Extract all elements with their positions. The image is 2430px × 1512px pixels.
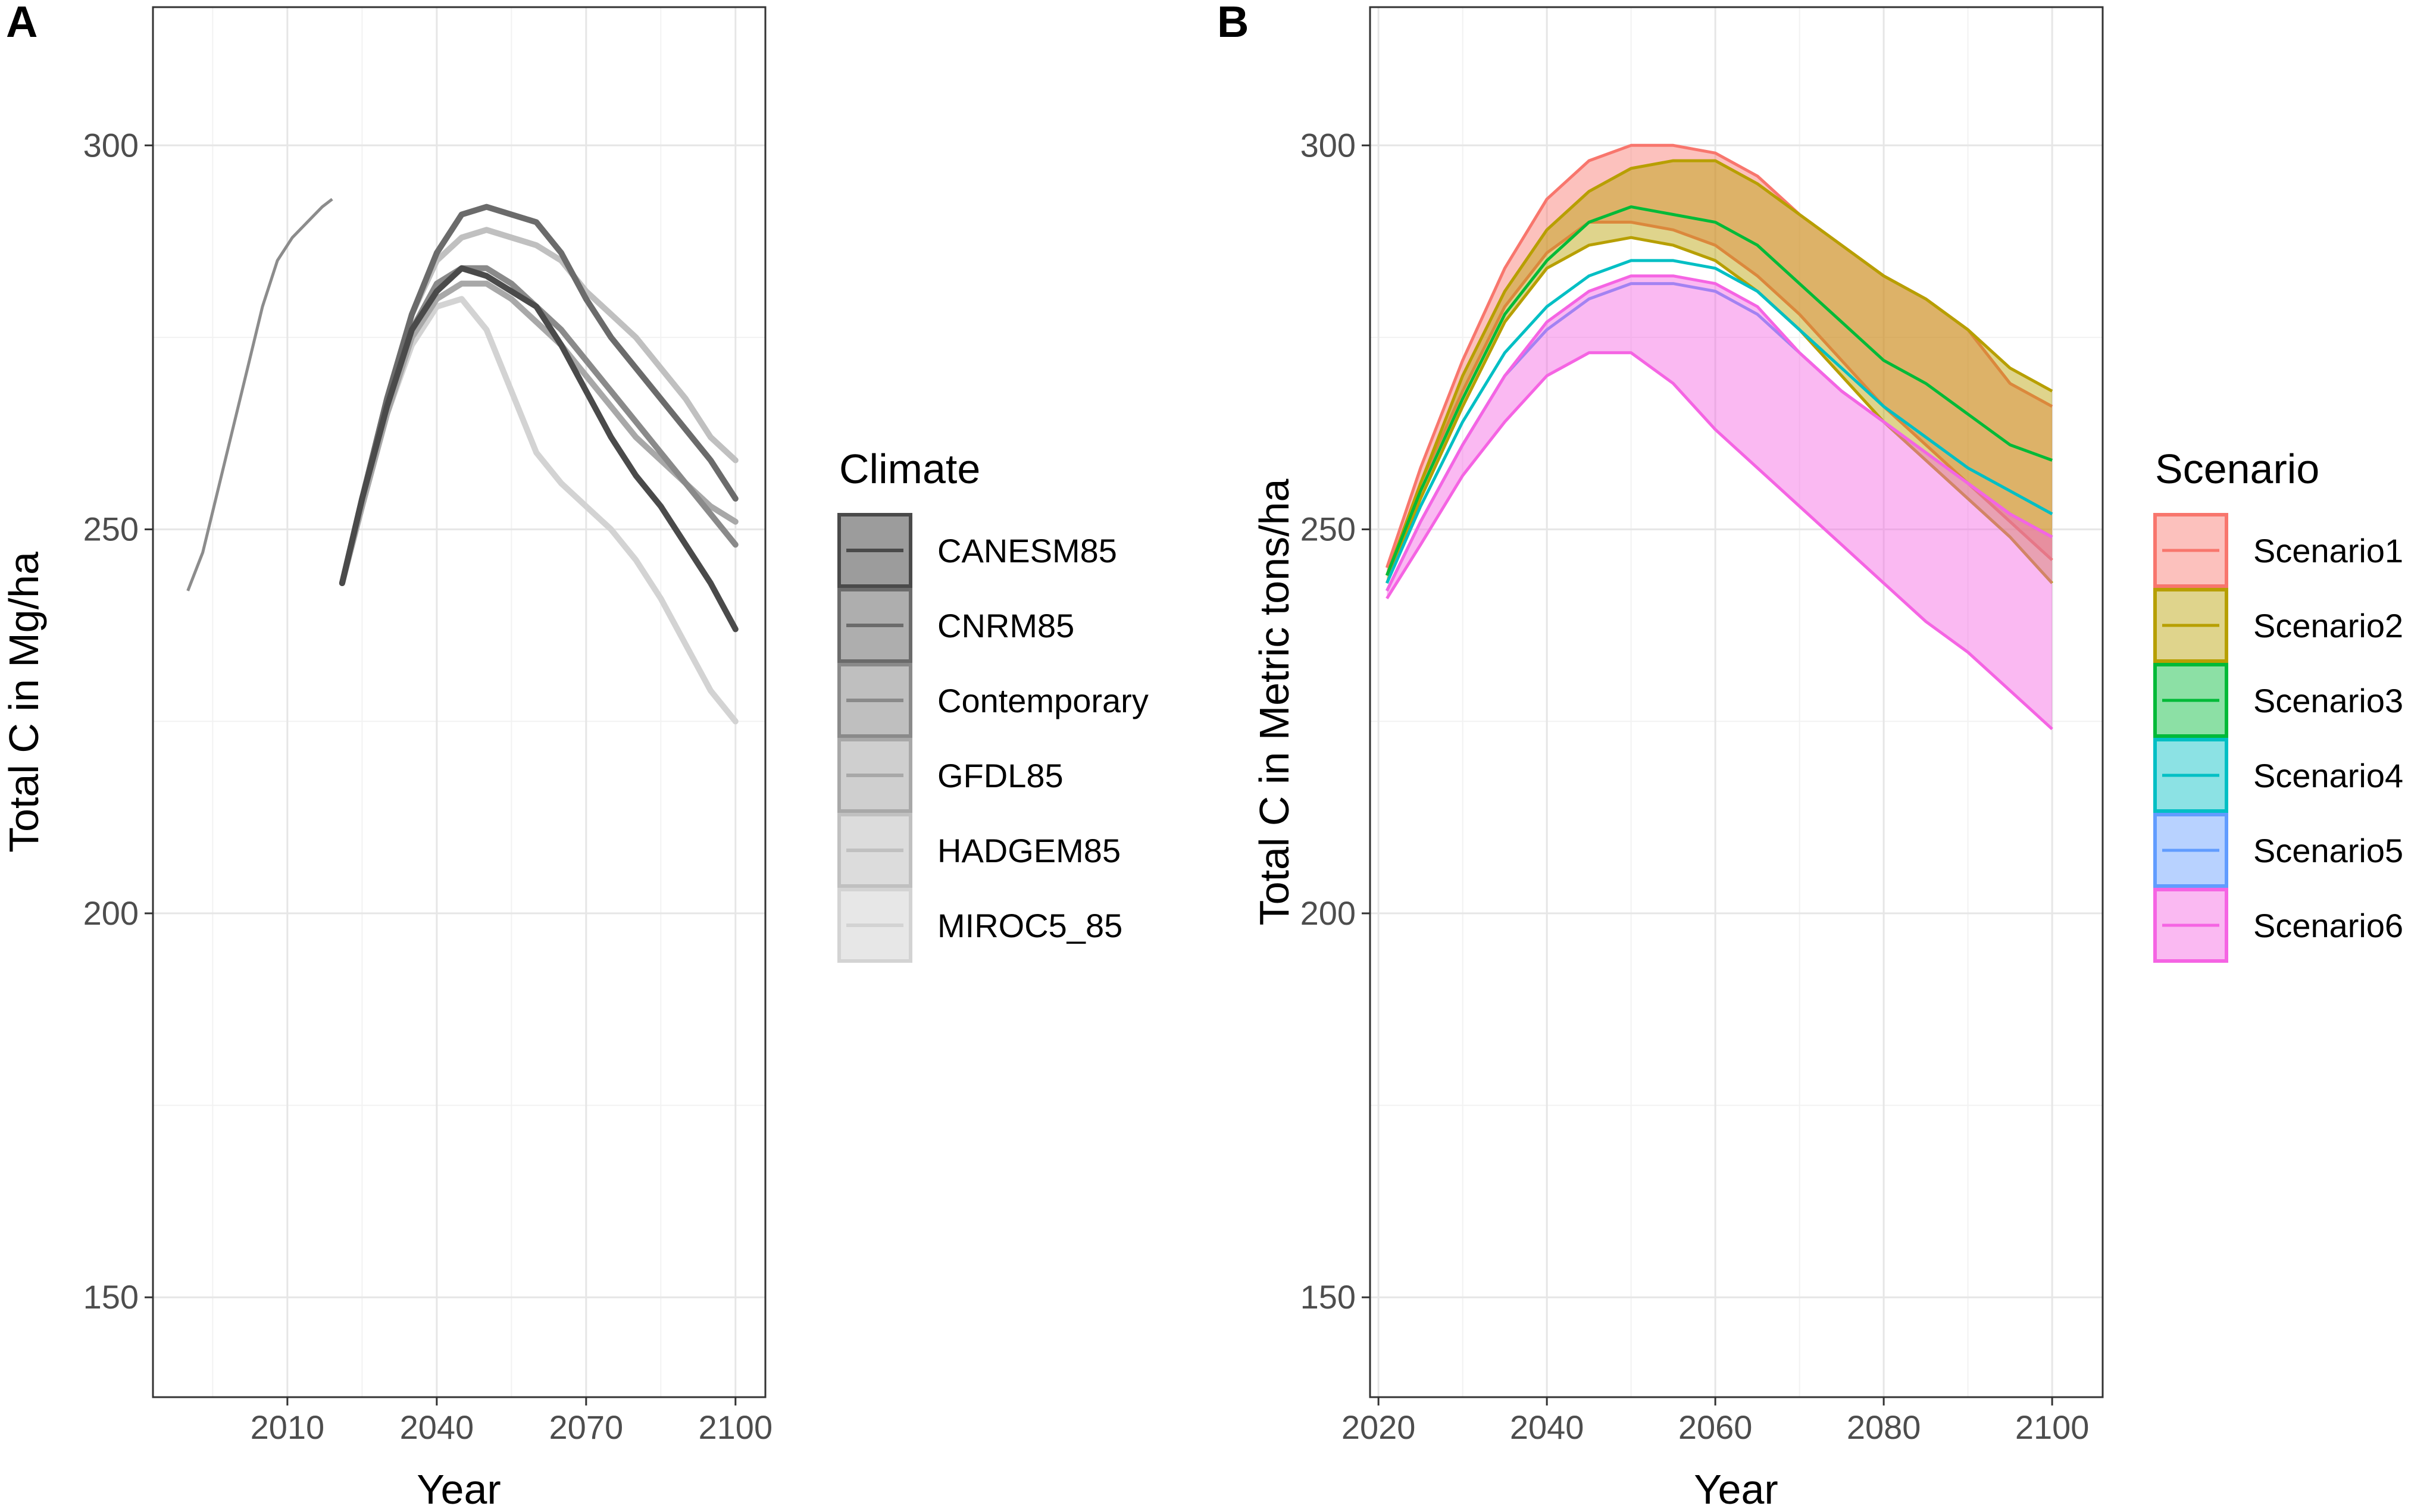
panel-b-series-scenario1-lower-line — [1385, 220, 2053, 576]
panel-a-x-axis-title: Year — [417, 1466, 501, 1512]
panel-b-y-tick-label: 300 — [1300, 126, 1356, 164]
panel-b-x-axis-title: Year — [1694, 1466, 1778, 1512]
panel-a-x-tick-label: 2100 — [699, 1408, 773, 1446]
panel-b-legend-label-scenario1: Scenario1 — [2253, 532, 2403, 569]
panel-a-x-tick-label: 2040 — [400, 1408, 474, 1446]
panel-b-legend-label-scenario5: Scenario5 — [2253, 832, 2403, 869]
panel-a-plot-border — [152, 6, 767, 1398]
panel-b-legend-label-scenario4: Scenario4 — [2253, 757, 2403, 794]
panel-b-y-tick-label: 200 — [1300, 894, 1356, 932]
panel-a: A 150 200 250 300 2010 2040 2070 2100 Year Tota… — [1, 0, 1149, 1512]
panel-a-y-axis-title: Total C in Mg/ha — [1, 552, 47, 853]
panel-b-x-tick-label: 2100 — [2015, 1408, 2090, 1446]
panel-b-series-scenario2-ribbon — [1387, 161, 2053, 584]
panel-b-legend-label-scenario6: Scenario6 — [2253, 907, 2403, 944]
panel-b-x-tick-label: 2060 — [1678, 1408, 1753, 1446]
panel-a-x-tick-label: 2070 — [549, 1408, 624, 1446]
panel-a-legend-label-contemporary: Contemporary — [937, 682, 1149, 719]
panel-a-series — [186, 198, 739, 725]
panel-b-series-scenario2-upper-line — [1385, 159, 2053, 576]
panel-a-y-tick-label: 250 — [83, 511, 139, 548]
panel-a-legend-label-cnrm85: CNRM85 — [937, 607, 1074, 644]
panel-b-x-tick-label: 2080 — [1847, 1408, 1921, 1446]
panel-b-legend: Scenario Scenario1Scenario2Scenario3Scen… — [2153, 446, 2403, 963]
panel-b-series-scenario1-ribbon — [1387, 145, 2053, 576]
panel-b-x-tick-label: 2020 — [1341, 1408, 1416, 1446]
panel-a-letter: A — [6, 0, 37, 46]
panel-a-series-historical-line — [186, 198, 333, 591]
panel-b-plot-background — [1370, 7, 2103, 1397]
panel-a-y-tick-label: 300 — [83, 126, 139, 164]
panel-b-ticks: 150 200 250 300 2020 2040 2060 2080 2100 — [1300, 126, 2090, 1446]
panel-a-legend-label-gfdl85: GFDL85 — [937, 757, 1064, 794]
panel-b-plot-border — [1369, 6, 2104, 1398]
panel-b-legend-label-scenario2: Scenario2 — [2253, 607, 2403, 644]
panel-a-series-canesm85-line — [339, 265, 739, 633]
panel-b-legend-keys: Scenario1 Scenario2 Scenario3 Scenario4 Scen… — [2153, 513, 2403, 963]
panel-b-letter: B — [1217, 0, 1249, 46]
panel-a-y-tick-label: 150 — [83, 1278, 139, 1316]
panel-b-gridlines — [1370, 7, 2103, 1397]
panel-a-ticks: 150 200 250 300 2010 2040 2070 2100 — [83, 126, 773, 1446]
panel-a-x-tick-label: 2010 — [251, 1408, 325, 1446]
panel-a-legend-label-miroc5-85: MIROC5_85 — [937, 907, 1122, 944]
panel-b-series-scenario4-upper-line — [1386, 259, 2053, 584]
panel-a-legend-label-hadgem85: HADGEM85 — [937, 832, 1121, 869]
panel-a-legend-keys: CANESM85 CNRM85 Contemporary GFDL85 HADGEM85… — [837, 513, 1149, 963]
panel-b-legend-label-scenario3: Scenario3 — [2253, 682, 2403, 719]
panel-b-series-scenario3-upper-line — [1385, 205, 2053, 576]
panel-a-legend: Climate CANESM85 CNRM85 Contemporary GFDL85… — [837, 446, 1149, 963]
panel-b-y-axis-title: Total C in Metric tons/ha — [1251, 479, 1297, 926]
panel-b-series-scenario2-lower-line — [1385, 236, 2053, 584]
panel-b-x-tick-label: 2040 — [1510, 1408, 1584, 1446]
panel-b-legend-title: Scenario — [2155, 446, 2319, 492]
panel-a-series-cnrm85-line — [339, 204, 739, 586]
panel-a-y-tick-label: 200 — [83, 894, 139, 932]
panel-b-y-tick-label: 150 — [1300, 1278, 1356, 1316]
panel-a-legend-title: Climate — [839, 446, 980, 492]
panel-a-legend-label-canesm85: CANESM85 — [937, 532, 1117, 569]
panel-b-series — [1385, 143, 2053, 731]
panel-b-series-scenario6-ribbon — [1387, 276, 2053, 730]
panel-b-y-tick-label: 250 — [1300, 511, 1356, 548]
panel-b-series-scenario6-upper-line — [1386, 274, 2053, 591]
panel-b-series-scenario6-lower-line — [1386, 351, 2053, 731]
